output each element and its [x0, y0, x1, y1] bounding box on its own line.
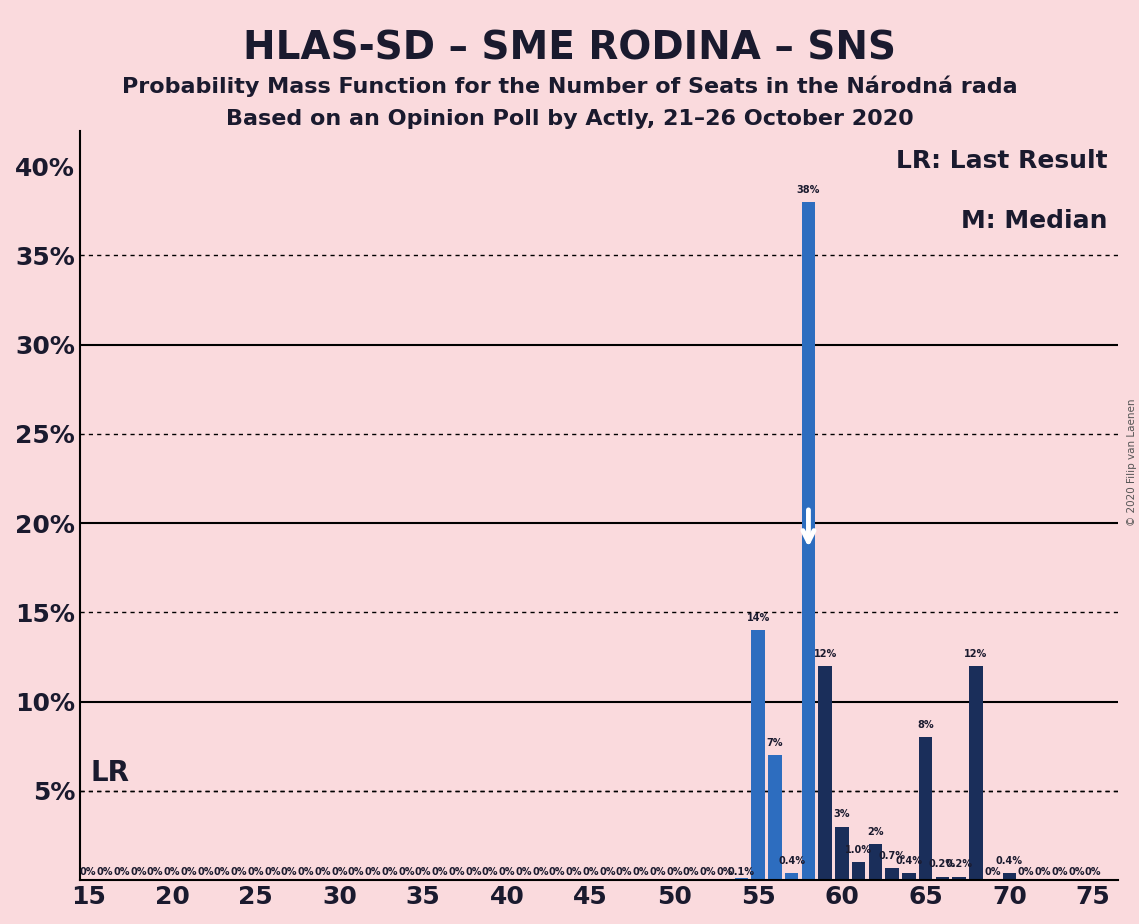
Text: 0%: 0%	[164, 867, 180, 877]
Text: © 2020 Filip van Laenen: © 2020 Filip van Laenen	[1126, 398, 1137, 526]
Text: 0%: 0%	[197, 867, 214, 877]
Text: HLAS-SD – SME RODINA – SNS: HLAS-SD – SME RODINA – SNS	[243, 30, 896, 67]
Text: M: Median: M: Median	[961, 209, 1108, 233]
Bar	[902, 873, 916, 881]
Bar	[735, 879, 748, 881]
Text: 0%: 0%	[632, 867, 649, 877]
Bar	[768, 755, 781, 881]
Text: 0%: 0%	[1085, 867, 1101, 877]
Text: Probability Mass Function for the Number of Seats in the Národná rada: Probability Mass Function for the Number…	[122, 76, 1017, 97]
Text: 0%: 0%	[666, 867, 682, 877]
Text: 0%: 0%	[683, 867, 699, 877]
Text: 38%: 38%	[797, 185, 820, 195]
Text: 0%: 0%	[649, 867, 666, 877]
Text: 0%: 0%	[130, 867, 147, 877]
Bar	[802, 202, 816, 881]
Bar	[936, 877, 949, 881]
Text: 0%: 0%	[399, 867, 415, 877]
Text: 0%: 0%	[984, 867, 1001, 877]
Text: 0%: 0%	[415, 867, 432, 877]
Text: LR: Last Result: LR: Last Result	[896, 150, 1108, 173]
Text: 0%: 0%	[180, 867, 197, 877]
Bar	[1002, 873, 1016, 881]
Text: 0%: 0%	[247, 867, 264, 877]
Text: 1.0%: 1.0%	[845, 845, 872, 855]
Text: 0%: 0%	[214, 867, 230, 877]
Text: 0%: 0%	[1034, 867, 1051, 877]
Bar	[969, 666, 983, 881]
Text: 0%: 0%	[465, 867, 482, 877]
Text: 0%: 0%	[716, 867, 734, 877]
Text: 7%: 7%	[767, 738, 784, 748]
Text: 0%: 0%	[482, 867, 499, 877]
Text: 0%: 0%	[532, 867, 549, 877]
Text: 0%: 0%	[549, 867, 565, 877]
Text: 0.2%: 0.2%	[929, 859, 956, 869]
Bar	[919, 737, 933, 881]
Text: 0%: 0%	[264, 867, 280, 877]
Text: 0.7%: 0.7%	[878, 850, 906, 860]
Text: 0.4%: 0.4%	[778, 856, 805, 866]
Text: 12%: 12%	[813, 649, 837, 659]
Bar	[852, 862, 866, 881]
Text: 0%: 0%	[364, 867, 382, 877]
Text: 0.2%: 0.2%	[945, 859, 973, 869]
Text: 0.1%: 0.1%	[728, 867, 755, 877]
Text: 0%: 0%	[382, 867, 398, 877]
Text: 0%: 0%	[599, 867, 616, 877]
Text: 0%: 0%	[1068, 867, 1084, 877]
Text: 0%: 0%	[499, 867, 515, 877]
Text: 0%: 0%	[516, 867, 532, 877]
Text: 12%: 12%	[965, 649, 988, 659]
Text: 0%: 0%	[314, 867, 331, 877]
Text: 14%: 14%	[746, 614, 770, 623]
Text: 0%: 0%	[231, 867, 247, 877]
Bar	[752, 630, 765, 881]
Bar	[869, 845, 882, 881]
Text: 0%: 0%	[349, 867, 364, 877]
Text: 2%: 2%	[867, 827, 884, 837]
Text: 0%: 0%	[281, 867, 297, 877]
Text: 8%: 8%	[917, 720, 934, 730]
Bar	[885, 868, 899, 881]
Bar	[785, 873, 798, 881]
Text: 0%: 0%	[80, 867, 97, 877]
Text: 0%: 0%	[699, 867, 716, 877]
Text: 0%: 0%	[566, 867, 582, 877]
Text: 0%: 0%	[1051, 867, 1068, 877]
Text: 0%: 0%	[616, 867, 632, 877]
Text: 0.4%: 0.4%	[895, 856, 923, 866]
Text: 0.4%: 0.4%	[995, 856, 1023, 866]
Text: LR: LR	[90, 760, 129, 787]
Text: 0%: 0%	[114, 867, 130, 877]
Bar	[819, 666, 831, 881]
Bar	[835, 827, 849, 881]
Text: 0%: 0%	[331, 867, 347, 877]
Text: 0%: 0%	[449, 867, 465, 877]
Text: 0%: 0%	[1018, 867, 1034, 877]
Text: 0%: 0%	[582, 867, 599, 877]
Text: Based on an Opinion Poll by Actly, 21–26 October 2020: Based on an Opinion Poll by Actly, 21–26…	[226, 109, 913, 129]
Text: 0%: 0%	[147, 867, 164, 877]
Text: 3%: 3%	[834, 809, 850, 820]
Text: 0%: 0%	[432, 867, 449, 877]
Bar	[952, 877, 966, 881]
Text: 0%: 0%	[97, 867, 113, 877]
Text: 0%: 0%	[297, 867, 314, 877]
